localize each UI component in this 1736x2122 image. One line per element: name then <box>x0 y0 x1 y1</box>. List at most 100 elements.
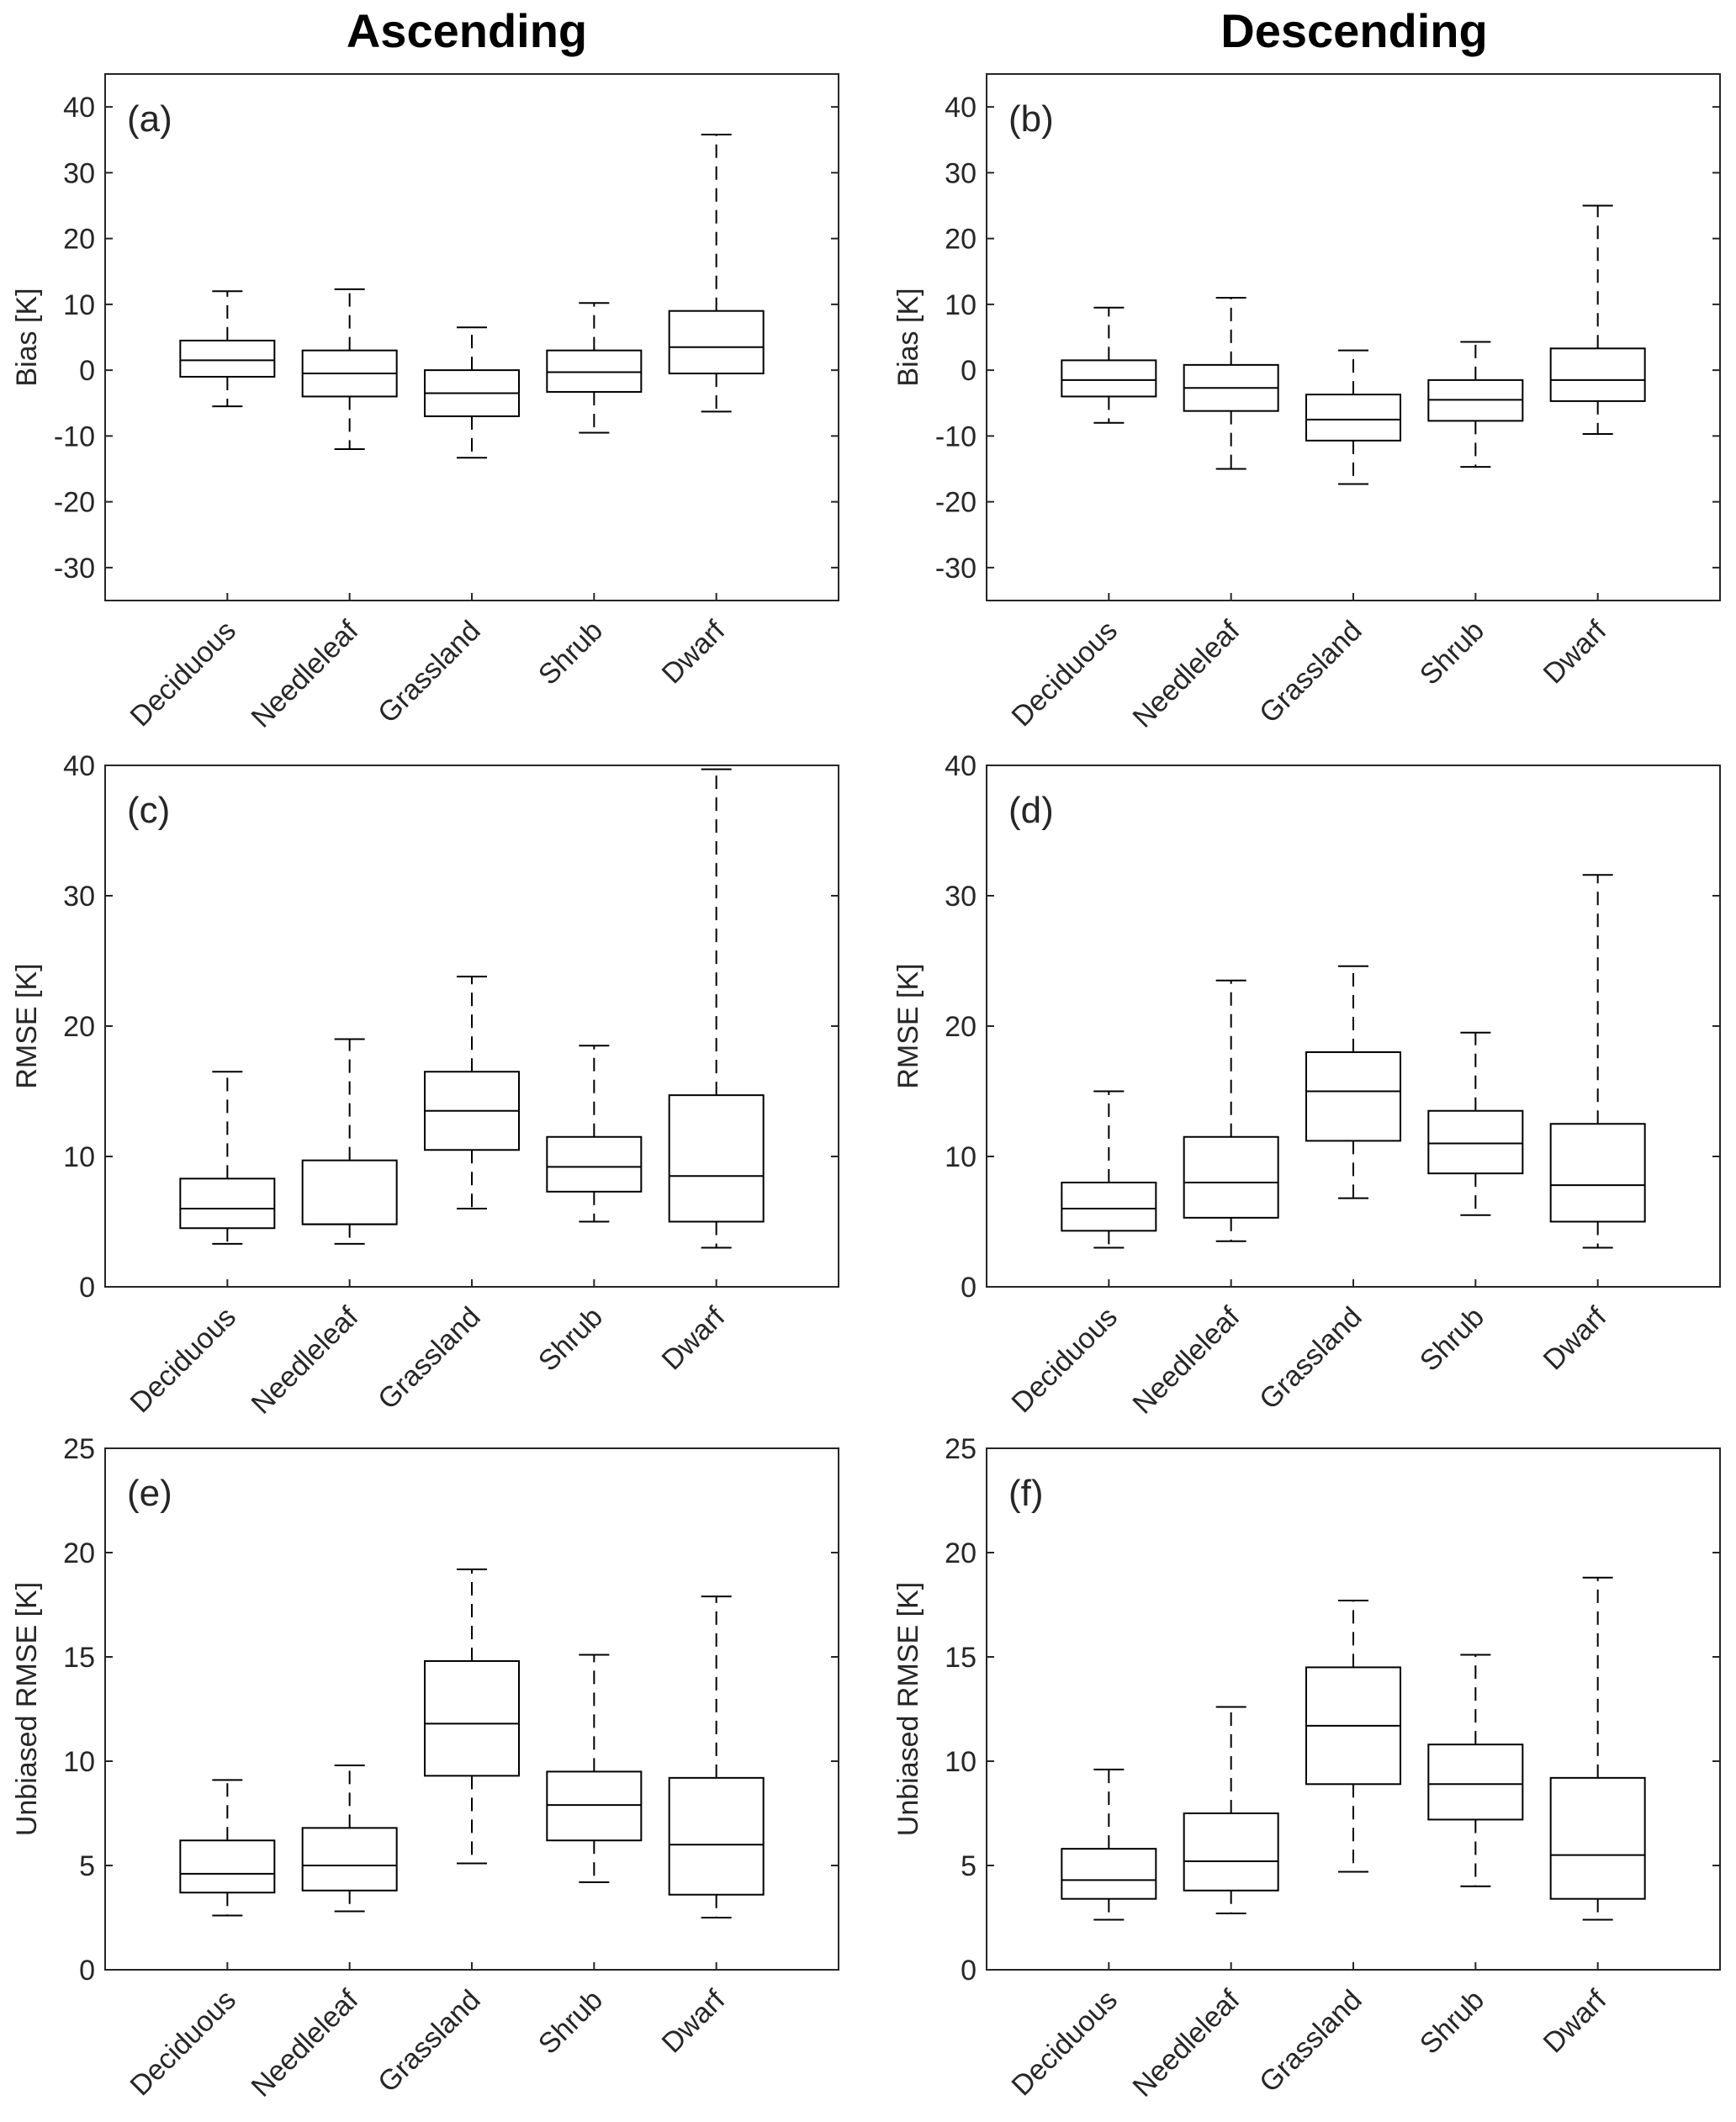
y-tick-label: 20 <box>945 224 977 256</box>
y-tick-label: 30 <box>63 881 95 913</box>
iqr-box <box>1061 359 1157 398</box>
y-tick-label: 20 <box>63 224 95 256</box>
y-tick-label: 10 <box>945 1141 977 1173</box>
category-label: Shrub <box>532 615 609 691</box>
y-axis-label: Unbiased RMSE [K] <box>11 1582 43 1836</box>
iqr-box <box>1549 1123 1646 1223</box>
iqr-box <box>1549 347 1646 402</box>
iqr-box <box>1183 1812 1279 1892</box>
iqr-box <box>179 339 276 378</box>
iqr-box <box>424 1659 520 1777</box>
panel-d: 0 10 20 30 40 RMSE [K] (d) Deciduous Needleleaf G… <box>892 750 1721 1421</box>
axes-frame <box>986 1447 1721 1971</box>
box-deciduous: Deciduous <box>1006 306 1157 733</box>
category-label: Needleleaf <box>246 1300 365 1420</box>
y-tick-label: 40 <box>63 92 95 124</box>
iqr-box <box>179 1177 276 1230</box>
y-tick-label: 0 <box>961 355 977 387</box>
iqr-box <box>1549 1776 1646 1900</box>
y-axis-label: Unbiased RMSE [K] <box>892 1582 924 1836</box>
iqr-box <box>546 1770 643 1842</box>
y-tick-label: 25 <box>63 1433 95 1465</box>
axes-frame <box>986 73 1721 601</box>
box-shrub: Shrub <box>532 1654 643 2061</box>
category-label: Deciduous <box>1006 1301 1124 1419</box>
box-grassland: Grassland <box>372 1568 520 2098</box>
category-label: Dwarf <box>1538 1300 1613 1376</box>
panel-b: -30 -20 -10 0 10 20 30 40 Bias [K] (b) Deciduous Ne… <box>892 73 1721 734</box>
box-grassland: Grassland <box>372 326 520 729</box>
y-tick-label: 0 <box>961 1272 977 1304</box>
category-label: Deciduous <box>1006 1984 1124 2102</box>
box-grassland: Grassland <box>1253 1600 1401 2098</box>
iqr-box <box>1427 1109 1524 1175</box>
category-label: Grassland <box>1253 615 1368 729</box>
box-needleleaf: Needleleaf <box>1127 1706 1279 2103</box>
category-label: Deciduous <box>1006 615 1124 733</box>
y-tick-label: -30 <box>935 553 977 585</box>
y-tick-label: 0 <box>961 1955 977 1987</box>
column-title-descending: Descending <box>1220 4 1487 57</box>
box-dwarf: Dwarf <box>1538 204 1646 690</box>
panel-label: (a) <box>127 98 172 140</box>
panel-f: 0 5 10 15 20 25 Unbiased RMSE [K] (f) Deciduous N… <box>892 1433 1721 2103</box>
box-deciduous: Deciduous <box>1006 1768 1157 2102</box>
iqr-box <box>1427 1744 1524 1821</box>
y-tick-label: -10 <box>935 421 977 452</box>
y-tick-label: -10 <box>54 421 95 452</box>
y-tick-label: 15 <box>945 1642 977 1674</box>
category-label: Grassland <box>372 615 486 729</box>
y-tick-label: -20 <box>935 487 977 519</box>
category-label: Shrub <box>1414 1984 1490 2061</box>
box-grassland: Grassland <box>1253 965 1401 1416</box>
category-label: Shrub <box>1414 615 1490 691</box>
panel-c: 0 10 20 30 40 RMSE [K] (c) Deciduous Needleleaf G… <box>11 750 839 1421</box>
y-tick-label: 40 <box>945 92 977 124</box>
category-label: Shrub <box>1414 1301 1490 1378</box>
category-label: Grassland <box>372 1301 486 1416</box>
panel-a: -30 -20 -10 0 10 20 30 40 Bias [K] (a) Deciduous Ne… <box>11 73 839 734</box>
category-label: Needleleaf <box>246 1983 365 2103</box>
box-needleleaf: Needleleaf <box>246 1764 398 2103</box>
y-tick-label: 20 <box>945 1537 977 1569</box>
y-tick-label: 10 <box>945 1746 977 1778</box>
y-tick-label: 0 <box>79 355 95 387</box>
box-needleleaf: Needleleaf <box>1127 297 1279 734</box>
category-label: Needleleaf <box>1127 1300 1246 1420</box>
box-needleleaf: Needleleaf <box>1127 979 1279 1421</box>
iqr-box <box>1183 1135 1279 1219</box>
column-title-ascending: Ascending <box>347 4 587 57</box>
y-tick-label: 10 <box>63 1141 95 1173</box>
box-deciduous: Deciduous <box>124 1071 276 1419</box>
panel-label: (f) <box>1008 1473 1044 1514</box>
y-tick-label: 40 <box>945 750 977 782</box>
category-label: Dwarf <box>1538 1983 1613 2059</box>
y-tick-label: 25 <box>945 1433 977 1465</box>
y-axis-label: RMSE [K] <box>11 963 43 1088</box>
iqr-box <box>1305 1051 1401 1142</box>
y-tick-label: 40 <box>63 750 95 782</box>
y-tick-label: 20 <box>63 1011 95 1043</box>
y-tick-label: 10 <box>63 289 95 321</box>
iqr-box <box>1061 1182 1157 1232</box>
iqr-box <box>1061 1848 1157 1900</box>
category-label: Shrub <box>532 1984 609 2061</box>
iqr-box <box>179 1839 276 1894</box>
iqr-box <box>668 1094 765 1223</box>
box-shrub: Shrub <box>532 1045 643 1378</box>
iqr-box <box>668 1776 765 1896</box>
box-grassland: Grassland <box>372 976 520 1416</box>
y-tick-label: 15 <box>63 1642 95 1674</box>
box-needleleaf: Needleleaf <box>246 1038 398 1421</box>
iqr-box <box>1305 394 1401 442</box>
y-tick-label: -20 <box>54 487 95 519</box>
y-axis-label: Bias [K] <box>11 288 43 386</box>
iqr-box <box>301 1159 398 1225</box>
box-deciduous: Deciduous <box>1006 1090 1157 1419</box>
panel-label: (d) <box>1008 790 1054 831</box>
box-dwarf: Dwarf <box>656 1595 765 2059</box>
category-label: Dwarf <box>656 614 732 690</box>
category-label: Shrub <box>532 1301 609 1378</box>
